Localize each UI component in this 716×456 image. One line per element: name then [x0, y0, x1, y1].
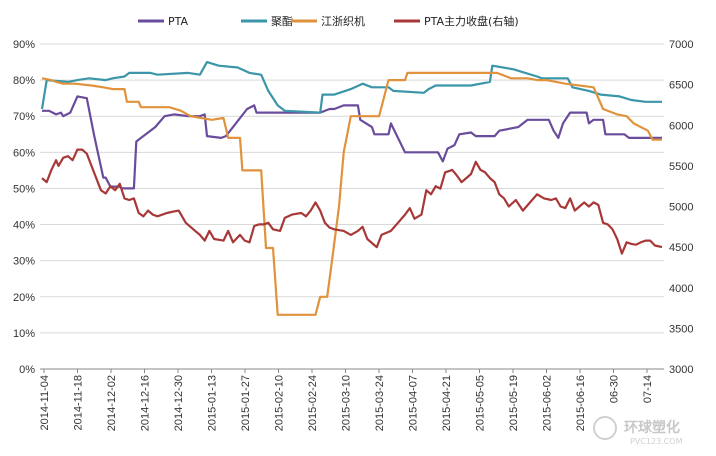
x-tick-label: 2015-01-27: [240, 375, 252, 431]
right-tick-label: 4500: [669, 242, 693, 254]
legend-label: 江浙织机: [321, 14, 365, 28]
x-tick-label: 2015-02-24: [307, 375, 319, 431]
left-tick-label: 40%: [13, 220, 35, 232]
right-axis-ticks: 3000 3500 4000 4500 5000 5500 6000 6500 7000: [669, 39, 693, 376]
watermark: 环球塑化 PVC123.COM: [593, 416, 683, 446]
left-tick-label: 80%: [13, 75, 35, 87]
x-tick-label: 2014-11-18: [73, 375, 85, 430]
legend-label: 聚酯: [271, 15, 293, 28]
x-tick-label: 2014-12-30: [173, 375, 185, 431]
left-tick-label: 10%: [13, 328, 35, 340]
left-axis-ticks: 0% 10% 20% 30% 40% 50% 60% 70% 80% 90%: [13, 39, 35, 376]
x-tick-label: 2015-04-07: [408, 375, 420, 431]
x-tick-label: 06-30: [609, 375, 621, 403]
x-tick-label: 2014-12-02: [106, 375, 118, 431]
x-tick-label: 2014-12-16: [140, 375, 152, 431]
x-tick-label: 2015-01-13: [207, 375, 219, 431]
left-tick-label: 60%: [13, 147, 35, 159]
right-tick-label: 5500: [669, 161, 693, 173]
watermark-main-text: 环球塑化: [624, 419, 680, 436]
right-tick-label: 5000: [669, 202, 693, 214]
x-tick-label: 2015-06-02: [542, 375, 554, 431]
x-tick-label: 2015-06-16: [575, 375, 587, 431]
x-tick-label: 2015-04-21: [441, 375, 453, 431]
legend: PTA 聚酯 江浙织机 PTA主力收盘(右轴): [138, 14, 519, 28]
gridlines: [40, 43, 664, 334]
left-tick-label: 90%: [13, 39, 35, 51]
right-tick-label: 3500: [669, 323, 693, 335]
watermark-sub-text: PVC123.COM: [630, 437, 683, 446]
left-tick-label: 70%: [13, 111, 35, 123]
series-line-2: [41, 71, 662, 316]
series-layer: [40, 61, 663, 316]
series-line-1: [40, 61, 662, 114]
left-tick-label: 50%: [13, 183, 35, 195]
x-tick-label: 2015-05-05: [475, 375, 487, 431]
x-tick-label: 2015-03-10: [341, 375, 353, 431]
watermark-logo-icon: [593, 416, 617, 440]
x-tick-label: 2015-03-24: [374, 375, 386, 431]
right-tick-label: 4000: [669, 283, 693, 295]
x-axis-ticks: 2014-11-04 2014-11-18 2014-12-02 2014-12-16…: [39, 369, 654, 431]
right-tick-label: 6500: [669, 80, 693, 92]
series-line-0: [42, 95, 662, 190]
x-tick-label: 07-14: [642, 375, 654, 403]
x-tick-label: 2014-11-04: [39, 375, 51, 430]
right-tick-label: 6000: [669, 120, 693, 132]
right-tick-label: 3000: [669, 364, 693, 376]
left-tick-label: 0%: [19, 364, 35, 376]
left-tick-label: 30%: [13, 256, 35, 268]
right-tick-label: 7000: [669, 39, 693, 51]
x-tick-label: 2015-02-10: [274, 375, 286, 431]
legend-label: PTA主力收盘(右轴): [424, 14, 519, 28]
left-tick-label: 20%: [13, 292, 35, 304]
legend-label: PTA: [168, 15, 188, 28]
x-tick-label: 2015-05-19: [508, 375, 520, 431]
series-line-3: [41, 148, 663, 255]
